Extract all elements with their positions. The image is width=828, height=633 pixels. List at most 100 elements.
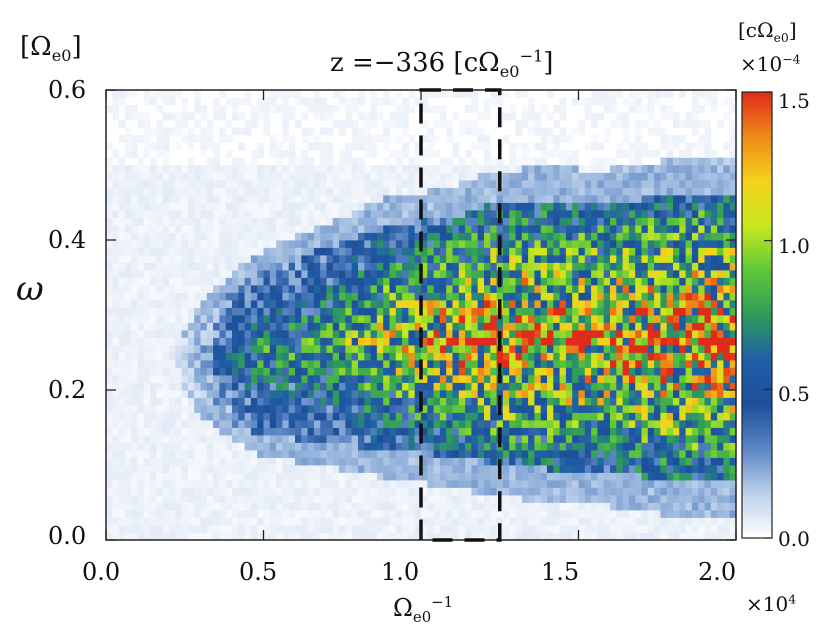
heatmap-cell bbox=[150, 97, 157, 106]
heatmap-cell bbox=[143, 495, 151, 503]
heatmap-cell bbox=[194, 390, 201, 398]
heatmap-cell bbox=[509, 292, 516, 301]
heatmap-cell bbox=[515, 450, 523, 458]
heatmap-cell bbox=[421, 255, 428, 263]
heatmap-cell bbox=[610, 187, 617, 196]
heatmap-cell bbox=[408, 412, 416, 421]
heatmap-cell bbox=[351, 157, 359, 166]
heatmap-cell bbox=[402, 315, 409, 323]
heatmap-cell bbox=[414, 240, 422, 248]
heatmap-cell bbox=[427, 165, 434, 173]
heatmap-cell bbox=[339, 502, 346, 511]
heatmap-cell bbox=[666, 480, 674, 488]
heatmap-cell bbox=[660, 517, 668, 526]
heatmap-cell bbox=[439, 315, 447, 323]
heatmap-cell bbox=[547, 375, 554, 383]
heatmap-cell bbox=[408, 187, 416, 196]
heatmap-cell bbox=[263, 457, 271, 466]
heatmap-cell bbox=[484, 487, 491, 496]
heatmap-cell bbox=[263, 217, 271, 226]
heatmap-cell bbox=[628, 90, 636, 98]
heatmap-cell bbox=[553, 142, 560, 151]
heatmap-cell bbox=[553, 292, 560, 301]
heatmap-cell bbox=[156, 285, 164, 293]
heatmap-cell bbox=[257, 510, 264, 518]
heatmap-cell bbox=[547, 495, 554, 503]
heatmap-cell bbox=[616, 480, 623, 488]
heatmap-cell bbox=[509, 472, 516, 481]
heatmap-cell bbox=[565, 157, 573, 166]
heatmap-cell bbox=[383, 382, 390, 391]
heatmap-cell bbox=[225, 240, 233, 248]
heatmap-cell bbox=[565, 442, 573, 451]
heatmap-cell bbox=[124, 465, 132, 473]
heatmap-cell bbox=[250, 397, 258, 406]
heatmap-cell bbox=[162, 277, 170, 286]
heatmap-cell bbox=[269, 277, 277, 286]
heatmap-cell bbox=[654, 225, 661, 233]
heatmap-cell bbox=[332, 382, 340, 391]
heatmap-cell bbox=[565, 510, 573, 518]
heatmap-cell bbox=[232, 307, 239, 316]
heatmap-cell bbox=[414, 367, 422, 376]
heatmap-cell bbox=[540, 187, 548, 196]
heatmap-cell bbox=[490, 360, 497, 368]
heatmap-cell bbox=[641, 352, 649, 361]
heatmap-cell bbox=[471, 517, 479, 526]
heatmap-cell bbox=[427, 352, 434, 361]
heatmap-cell bbox=[603, 435, 611, 443]
heatmap-cell bbox=[458, 262, 466, 271]
heatmap-cell bbox=[332, 187, 340, 196]
heatmap-cell bbox=[452, 502, 460, 511]
heatmap-cell bbox=[490, 412, 497, 421]
heatmap-cell bbox=[471, 375, 479, 383]
heatmap-cell bbox=[219, 480, 227, 488]
heatmap-cell bbox=[131, 105, 138, 113]
heatmap-cell bbox=[250, 105, 258, 113]
heatmap-cell bbox=[547, 112, 554, 121]
heatmap-cell bbox=[515, 525, 523, 533]
heatmap-cell bbox=[465, 315, 472, 323]
heatmap-cell bbox=[502, 247, 510, 256]
heatmap-cell bbox=[213, 412, 220, 421]
heatmap-cell bbox=[584, 187, 592, 196]
heatmap-cell bbox=[666, 375, 674, 383]
heatmap-cell bbox=[358, 210, 365, 218]
heatmap-cell bbox=[572, 390, 579, 398]
heatmap-cell bbox=[112, 262, 119, 271]
heatmap-cell bbox=[326, 517, 334, 526]
heatmap-cell bbox=[465, 202, 472, 211]
heatmap-cell bbox=[584, 382, 592, 391]
heatmap-cell bbox=[276, 150, 283, 158]
heatmap-cell bbox=[307, 300, 315, 308]
heatmap-cell bbox=[295, 517, 302, 526]
heatmap-cell bbox=[597, 202, 605, 211]
heatmap-cell bbox=[162, 495, 170, 503]
heatmap-cell bbox=[244, 165, 252, 173]
heatmap-cell bbox=[320, 375, 327, 383]
heatmap-cell bbox=[345, 120, 353, 128]
heatmap-cell bbox=[181, 187, 189, 196]
heatmap-cell bbox=[521, 172, 529, 181]
heatmap-cell bbox=[477, 390, 485, 398]
heatmap-cell bbox=[276, 525, 283, 533]
heatmap-cell bbox=[383, 397, 390, 406]
heatmap-cell bbox=[326, 375, 334, 383]
heatmap-cell bbox=[666, 487, 674, 496]
heatmap-cell bbox=[326, 202, 334, 211]
heatmap-cell bbox=[427, 292, 434, 301]
heatmap-cells bbox=[106, 90, 737, 541]
heatmap-cell bbox=[477, 180, 485, 188]
heatmap-cell bbox=[124, 277, 132, 286]
heatmap-cell bbox=[502, 330, 510, 338]
heatmap-cell bbox=[502, 202, 510, 211]
heatmap-cell bbox=[446, 420, 453, 428]
heatmap-cell bbox=[295, 435, 302, 443]
heatmap-cell bbox=[206, 457, 214, 466]
heatmap-cell bbox=[131, 442, 138, 451]
heatmap-cell bbox=[169, 270, 176, 278]
heatmap-cell bbox=[106, 337, 113, 346]
heatmap-cell bbox=[616, 165, 623, 173]
heatmap-cell bbox=[269, 390, 277, 398]
heatmap-cell bbox=[647, 427, 655, 436]
